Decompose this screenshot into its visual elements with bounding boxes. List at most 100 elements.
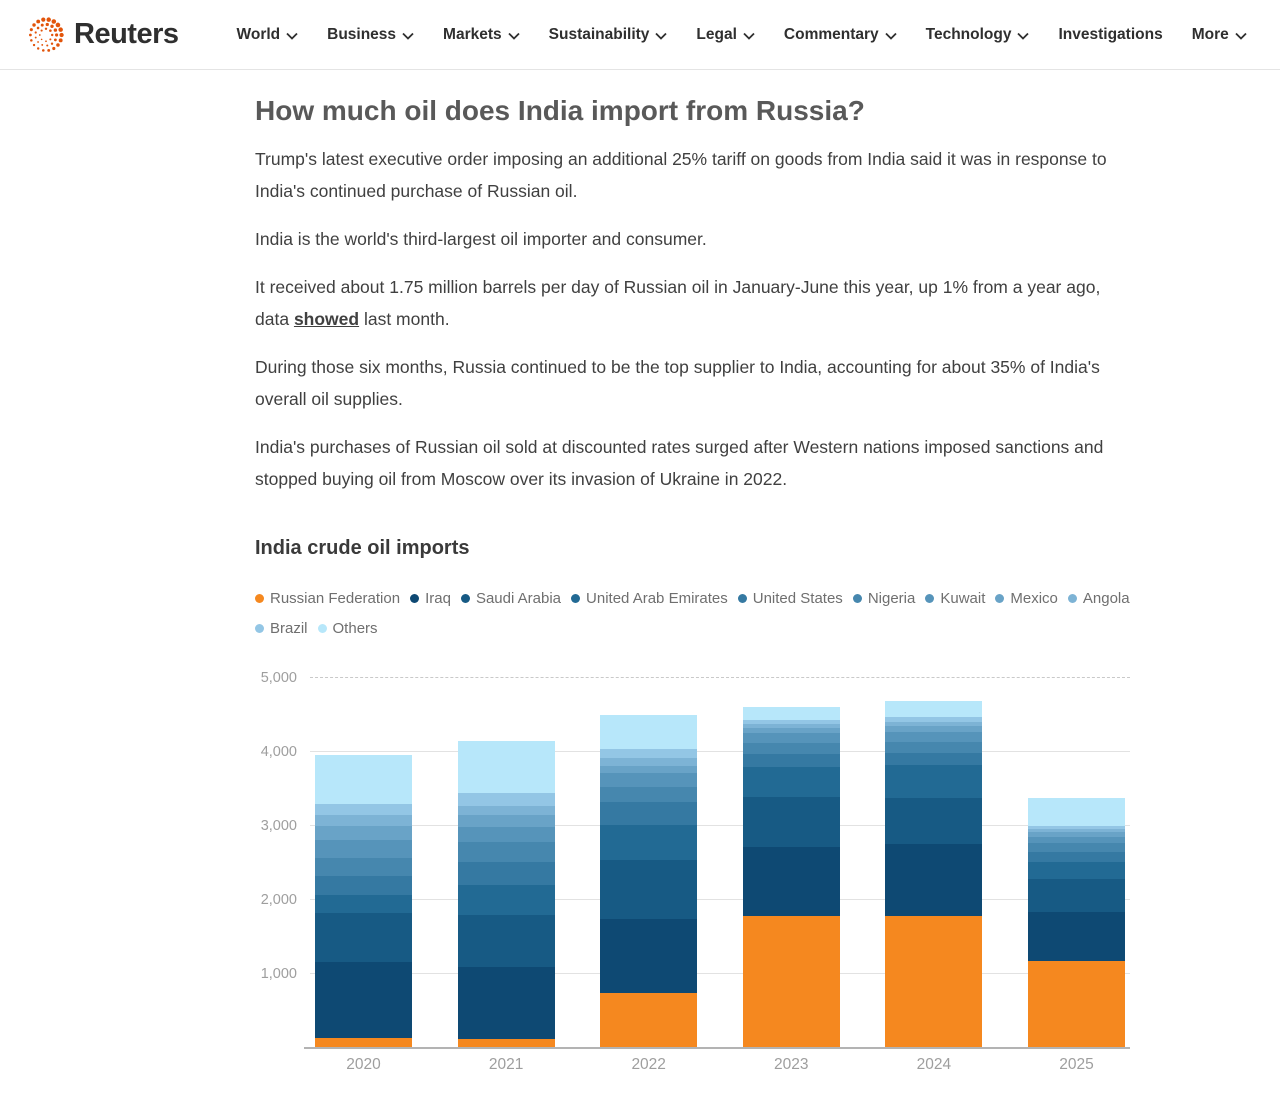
legend-dot-icon [460,594,470,603]
nav-item-markets[interactable]: Markets [443,26,520,44]
legend-item-nigeria: Nigeria [852,590,915,607]
nav-item-legal[interactable]: Legal [696,26,755,44]
bar-segment-iraq [885,843,983,917]
main-nav: World Business Markets Sustainability Legal C… [237,26,1247,44]
chart-title: India crude oil imports [255,537,470,559]
bar-segment-iraq [1027,911,1125,961]
bar-segment-united-arab-emirates [457,884,555,915]
x-axis-labels: 2020 2021 2022 2023 2024 2025 [310,1056,1130,1096]
bar-segment-saudi-arabia [600,860,698,920]
bar-segment-nigeria [742,743,840,755]
bar-segment-russian-federation [885,916,983,1048]
bar-segment-others [742,706,840,721]
bar-segment-kuwait [742,733,840,744]
legend-dot-icon [255,594,264,603]
legend-dot-icon [255,624,264,633]
bar-2020 [315,755,412,1048]
bar-segment-iraq [457,967,555,1040]
legend-dot-icon [410,594,420,603]
bar-segment-angola [315,814,412,827]
bar-segment-russian-federation [1027,960,1125,1048]
bar-segment-united-arab-emirates [600,824,698,861]
legend-dot-icon [571,594,581,603]
nav-item-sustainability[interactable]: Sustainability [549,26,668,44]
gridline: 4,000 [261,744,1130,760]
gridline: 2,000 [261,892,1130,908]
article-paragraph: India's purchases of Russian oil sold at… [255,437,1104,489]
legend-label: Angola [1082,590,1130,607]
bar-segment-others [315,755,412,804]
article-paragraph: India is the world's third-largest oil i… [255,229,707,249]
bar-segment-united-arab-emirates [315,894,412,914]
bar-segment-saudi-arabia [885,797,983,844]
legend-item-kuwait: Kuwait [925,590,985,607]
nav-item-world[interactable]: World [237,26,299,44]
x-axis-tick-label: 2024 [916,1056,952,1073]
gridline: 5,000 [261,670,1130,686]
y-axis-tick-label: 2,000 [260,892,297,908]
x-axis-line [304,1047,1130,1049]
x-axis-tick-label: 2022 [631,1056,666,1073]
nav-item-label: Business [327,25,397,43]
legend-item-angola: Angola [1067,590,1130,607]
bar-segment-mexico [742,728,840,734]
bar-2025 [1027,798,1125,1048]
nav-item-commentary[interactable]: Commentary [784,26,897,44]
chevron-down-icon [286,32,298,40]
legend-item-mexico: Mexico [995,590,1058,607]
nav-item-business[interactable]: Business [327,26,414,44]
bar-segment-others [1027,798,1125,827]
bar-segment-mexico [885,726,983,732]
nav-item-more[interactable]: More [1192,26,1247,44]
bar-segment-russian-federation [315,1037,412,1048]
chevron-down-icon [508,32,520,40]
nav-item-label: More [1191,25,1229,43]
bar-segment-united-arab-emirates [742,767,840,798]
legend-dot-icon [1067,594,1077,603]
legend-dot-icon [852,594,862,603]
nav-item-label: Technology [925,25,1012,43]
legend-label: Kuwait [940,590,986,607]
chevron-down-icon [885,32,897,40]
bar-segment-kuwait [1027,836,1125,844]
legend-label: Brazil [270,620,308,637]
article-paragraph: It received about 1.75 million barrels p… [255,271,1130,335]
showed-link[interactable]: showed [293,309,360,329]
legend-dot-icon [737,594,747,603]
bar-segment-united-arab-emirates [1027,862,1125,880]
legend-dot-icon [925,594,935,603]
bar-2024 [885,700,983,1048]
bar-segment-saudi-arabia [315,913,412,963]
bar-segment-angola [1027,829,1125,833]
chart-section: India crude oil imports Russian Federati… [255,537,1130,1096]
article-paragraph: Trump's latest executive order imposing … [255,149,1107,201]
chevron-down-icon [743,32,755,40]
bar-segment-mexico [457,814,555,827]
bar-segment-united-states [457,862,555,885]
nav-item-investigations[interactable]: Investigations [1058,26,1162,44]
legend-label: Russian Federation [270,590,401,607]
y-axis-tick-label: 5,000 [260,670,297,686]
x-axis-tick-label: 2021 [488,1056,524,1073]
bar-segment-kuwait [600,773,698,787]
bar-segment-united-arab-emirates [885,764,983,798]
y-axis-tick-label: 1,000 [260,966,297,982]
nav-item-label: World [236,25,281,43]
nav-item-technology[interactable]: Technology [926,26,1030,44]
reuters-logo[interactable]: Reuters [26,15,179,55]
bar-2022 [600,715,698,1048]
bar-2023 [742,706,840,1048]
gridline: 1,000 [261,966,1130,982]
bar-segment-united-states [600,802,698,825]
nav-item-label: Markets [443,25,502,43]
bar-segment-iraq [600,919,698,994]
chevron-down-icon [1017,32,1030,40]
bar-2021 [457,740,555,1048]
bar-segment-others [457,740,555,793]
legend-item-saudi-arabia: Saudi Arabia [460,590,561,607]
x-axis-tick-label: 2020 [346,1056,381,1073]
bar-segment-saudi-arabia [742,797,840,847]
legend-label: United States [752,590,843,607]
legend-item-united-states: United States [737,590,843,607]
bar-segment-saudi-arabia [1027,879,1125,912]
